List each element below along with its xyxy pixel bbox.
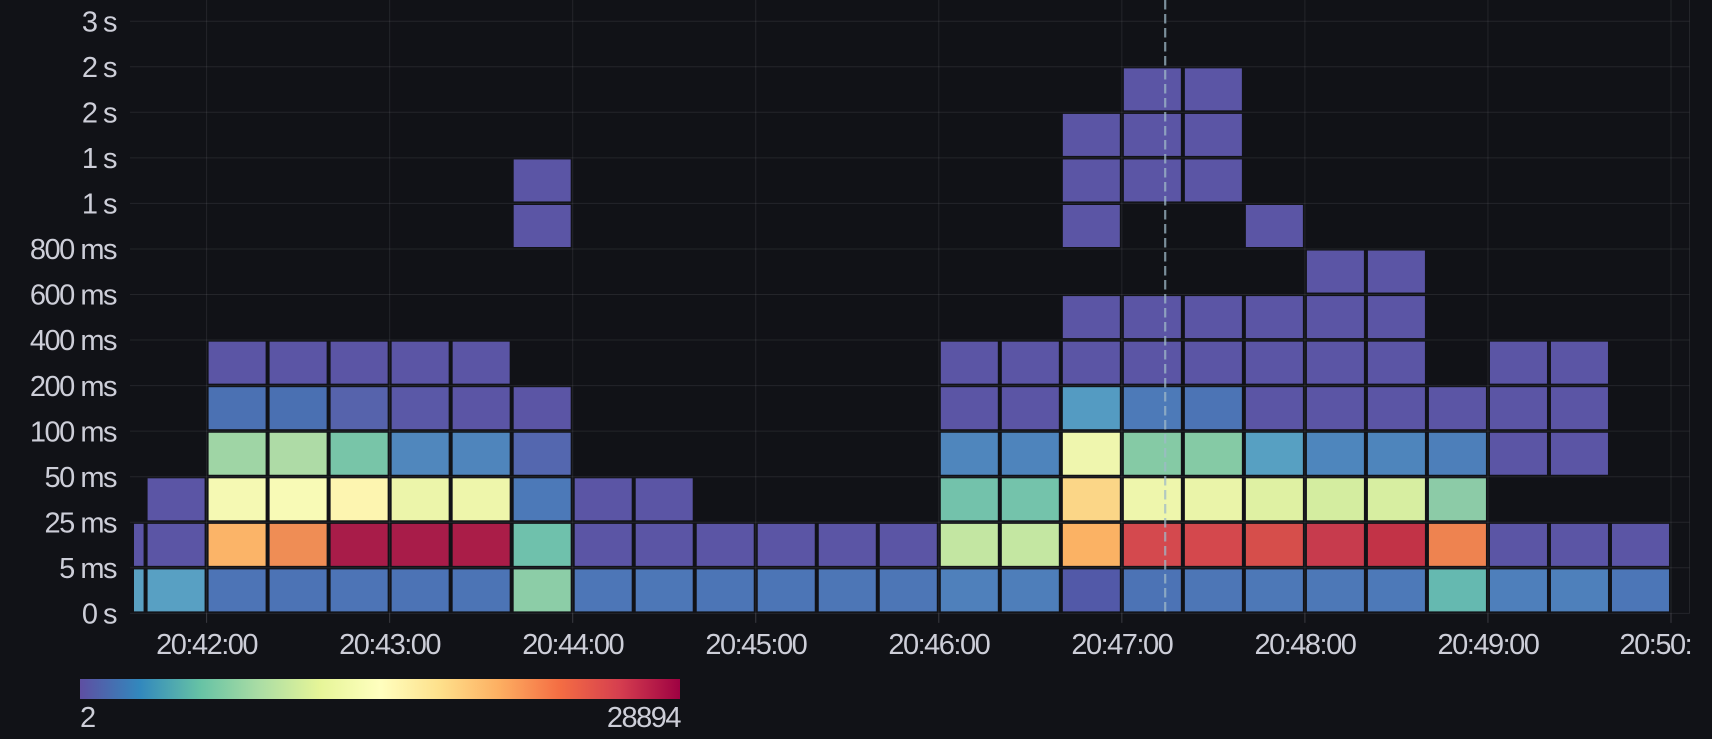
svg-text:20:49:00: 20:49:00 [1438, 629, 1539, 661]
svg-text:2 s: 2 s [82, 52, 117, 84]
svg-text:3 s: 3 s [82, 6, 117, 38]
svg-text:20:50:: 20:50: [1620, 629, 1692, 661]
svg-text:20:43:00: 20:43:00 [339, 629, 440, 661]
svg-text:400 ms: 400 ms [30, 325, 117, 357]
svg-text:2 s: 2 s [82, 98, 117, 130]
svg-text:1 s: 1 s [82, 189, 117, 221]
svg-text:1 s: 1 s [82, 143, 117, 175]
svg-text:100 ms: 100 ms [30, 416, 117, 448]
svg-text:800 ms: 800 ms [30, 234, 117, 266]
svg-text:200 ms: 200 ms [30, 371, 117, 403]
svg-text:50 ms: 50 ms [45, 462, 117, 494]
svg-text:20:45:00: 20:45:00 [705, 629, 806, 661]
svg-text:600 ms: 600 ms [30, 280, 117, 312]
svg-text:20:46:00: 20:46:00 [888, 629, 989, 661]
svg-text:20:42:00: 20:42:00 [156, 629, 257, 661]
svg-text:5 ms: 5 ms [59, 553, 117, 585]
svg-text:20:48:00: 20:48:00 [1254, 629, 1355, 661]
svg-text:2: 2 [80, 702, 95, 734]
svg-text:20:44:00: 20:44:00 [522, 629, 623, 661]
svg-text:25 ms: 25 ms [45, 508, 117, 540]
svg-text:20:47:00: 20:47:00 [1071, 629, 1172, 661]
svg-text:0 s: 0 s [82, 599, 117, 631]
svg-text:28894: 28894 [607, 702, 682, 734]
